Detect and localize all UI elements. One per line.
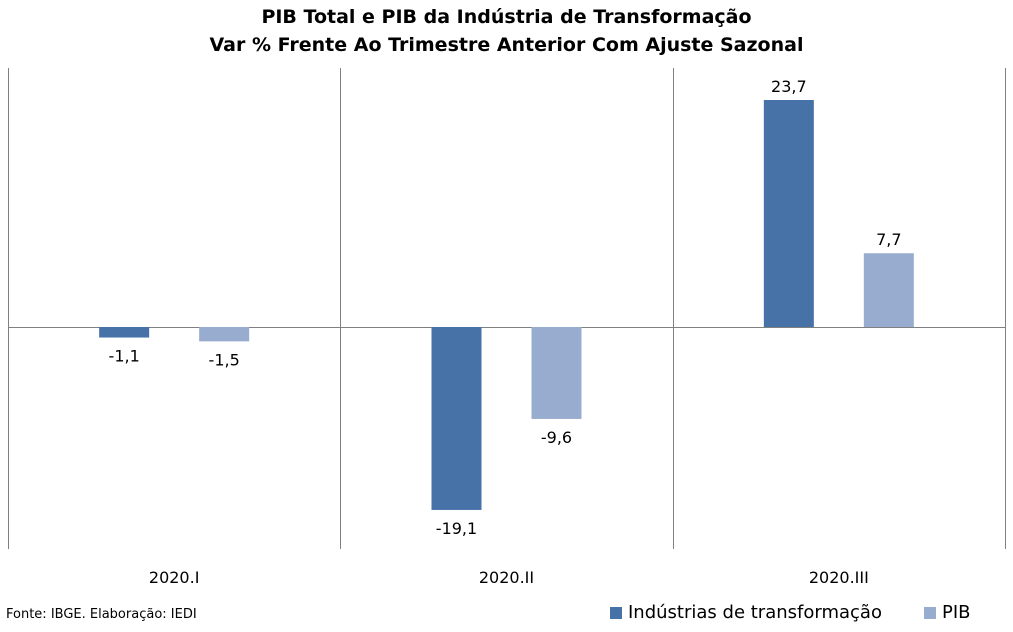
- chart-subtitle: Var % Frente Ao Trimestre Anterior Com A…: [209, 34, 804, 56]
- x-tick-label: 2020.I: [149, 568, 200, 587]
- data-label: -1,1: [109, 347, 140, 366]
- data-label: -9,6: [541, 428, 572, 447]
- bar: [531, 327, 582, 419]
- source-note: Fonte: IBGE. Elaboração: IEDI: [6, 607, 197, 622]
- legend-swatch-pib: [924, 606, 936, 619]
- chart-title: PIB Total e PIB da Indústria de Transfor…: [261, 6, 752, 28]
- legend-item-industria: Indústrias de transformação: [610, 602, 882, 623]
- legend-item-pib: PIB: [924, 602, 971, 623]
- x-tick-label: 2020.II: [479, 568, 534, 587]
- bar: [99, 327, 150, 338]
- data-label: 7,7: [876, 230, 901, 249]
- bar-chart: 2020.I -1,1 -1,5 2020.II -19,1 -9,6 2020.III 23…: [8, 68, 1006, 587]
- bar: [431, 327, 482, 510]
- data-label: 23,7: [771, 77, 807, 96]
- bar: [863, 253, 914, 327]
- legend-label-pib: PIB: [942, 602, 971, 623]
- legend-label-industria: Indústrias de transformação: [628, 602, 882, 623]
- x-tick-label: 2020.III: [809, 568, 869, 587]
- legend-swatch-industria: [610, 606, 622, 619]
- data-label: -19,1: [436, 519, 477, 538]
- bar: [199, 327, 250, 342]
- data-label: -1,5: [209, 350, 240, 369]
- bar: [763, 100, 814, 327]
